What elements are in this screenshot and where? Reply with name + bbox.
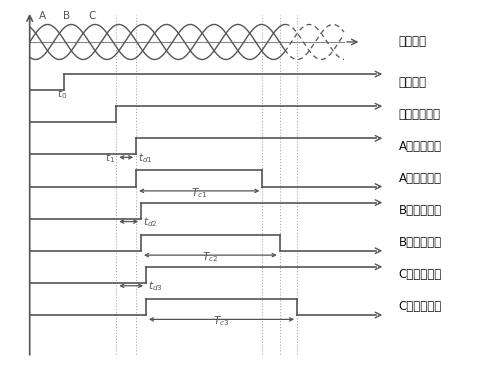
Text: A相触头闭合: A相触头闭合: [398, 172, 442, 185]
Text: A相合闸信号: A相合闸信号: [398, 140, 442, 153]
Text: $t_1$: $t_1$: [105, 151, 115, 165]
Text: B相合闸信号: B相合闸信号: [398, 204, 442, 217]
Text: C: C: [88, 11, 95, 21]
Text: C相合闸信号: C相合闸信号: [398, 268, 442, 281]
Text: $t_0$: $t_0$: [57, 87, 67, 100]
Text: $t_{d2}$: $t_{d2}$: [143, 215, 157, 229]
Text: $t_{d3}$: $t_{d3}$: [148, 280, 162, 293]
Text: 上电指令: 上电指令: [398, 76, 427, 89]
Text: B相触头闭合: B相触头闭合: [398, 236, 442, 249]
Text: B: B: [63, 11, 70, 21]
Text: A: A: [39, 11, 46, 21]
Text: C相触头闭合: C相触头闭合: [398, 300, 442, 314]
Text: $t_{d1}$: $t_{d1}$: [138, 151, 152, 165]
Text: $T_{c1}$: $T_{c1}$: [191, 186, 207, 200]
Text: $T_{c2}$: $T_{c2}$: [202, 250, 218, 264]
Text: 触头电压: 触头电压: [398, 35, 427, 49]
Text: $T_{c3}$: $T_{c3}$: [213, 315, 230, 328]
Text: 同步合闸指令: 同步合闸指令: [398, 108, 441, 121]
